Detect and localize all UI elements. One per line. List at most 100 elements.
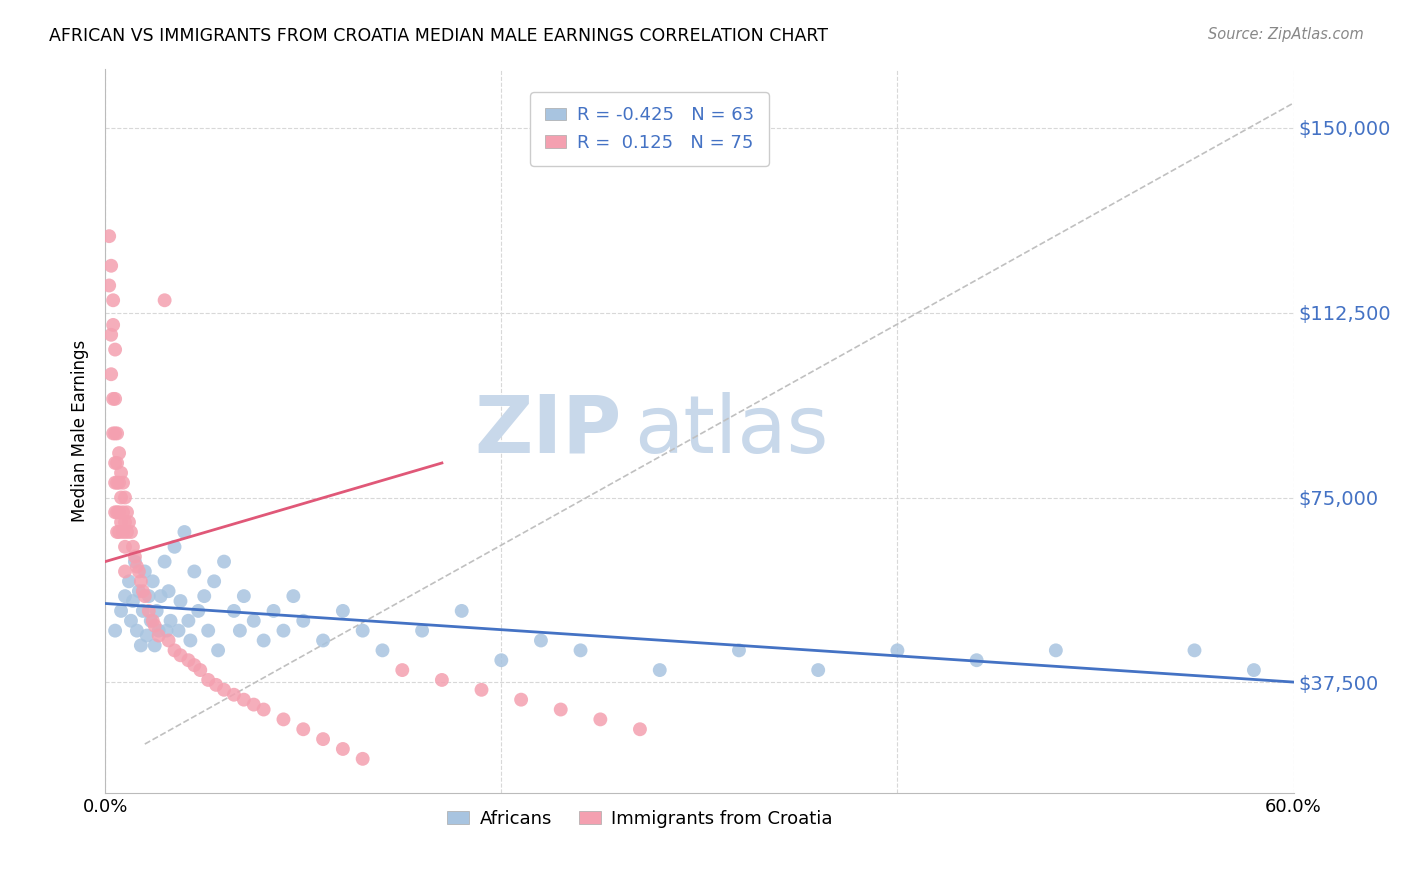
- Point: [120, 614, 142, 628]
- Point: [112, 475, 135, 490]
- Point: [148, 629, 170, 643]
- Point: [110, 604, 132, 618]
- Point: [129, 639, 152, 653]
- Point: [135, 629, 157, 643]
- Point: [1243, 663, 1265, 677]
- Point: [163, 643, 186, 657]
- Point: [105, 426, 128, 441]
- Point: [352, 752, 374, 766]
- Point: [148, 624, 170, 638]
- Point: [222, 604, 245, 618]
- Point: [391, 663, 413, 677]
- Point: [122, 594, 145, 608]
- Point: [104, 426, 127, 441]
- Point: [112, 524, 135, 539]
- Point: [122, 540, 145, 554]
- Point: [153, 555, 176, 569]
- Point: [332, 742, 354, 756]
- Point: [108, 505, 131, 519]
- Point: [157, 584, 180, 599]
- Point: [229, 624, 252, 638]
- Point: [202, 574, 225, 589]
- Point: [966, 653, 988, 667]
- Point: [212, 682, 235, 697]
- Point: [177, 653, 200, 667]
- Point: [128, 565, 150, 579]
- Point: [232, 589, 254, 603]
- Point: [125, 559, 148, 574]
- Point: [101, 318, 124, 332]
- Point: [179, 633, 201, 648]
- Point: [153, 293, 176, 308]
- Point: [118, 515, 141, 529]
- Point: [145, 604, 167, 618]
- Point: [105, 505, 128, 519]
- Point: [100, 259, 122, 273]
- Point: [132, 604, 155, 618]
- Point: [101, 426, 124, 441]
- Point: [142, 574, 165, 589]
- Point: [142, 614, 165, 628]
- Point: [371, 643, 394, 657]
- Point: [138, 589, 160, 603]
- Point: [292, 723, 315, 737]
- Point: [510, 692, 533, 706]
- Point: [138, 604, 160, 618]
- Point: [193, 589, 215, 603]
- Point: [430, 673, 453, 687]
- Point: [470, 682, 492, 697]
- Point: [139, 614, 162, 628]
- Point: [112, 505, 135, 519]
- Point: [143, 618, 166, 632]
- Point: [163, 540, 186, 554]
- Point: [108, 475, 131, 490]
- Point: [411, 624, 433, 638]
- Point: [125, 624, 148, 638]
- Point: [886, 643, 908, 657]
- Point: [100, 368, 122, 382]
- Point: [101, 392, 124, 406]
- Point: [129, 574, 152, 589]
- Point: [728, 643, 751, 657]
- Point: [167, 624, 190, 638]
- Point: [352, 624, 374, 638]
- Point: [114, 589, 136, 603]
- Point: [1184, 643, 1206, 657]
- Point: [134, 565, 156, 579]
- Point: [114, 515, 136, 529]
- Point: [550, 702, 572, 716]
- Point: [132, 584, 155, 599]
- Point: [104, 343, 127, 357]
- Point: [128, 584, 150, 599]
- Point: [105, 524, 128, 539]
- Point: [108, 524, 131, 539]
- Point: [100, 327, 122, 342]
- Point: [104, 456, 127, 470]
- Point: [188, 663, 211, 677]
- Point: [197, 624, 219, 638]
- Y-axis label: Median Male Earnings: Median Male Earnings: [72, 340, 89, 522]
- Point: [120, 524, 142, 539]
- Point: [253, 633, 276, 648]
- Point: [530, 633, 553, 648]
- Point: [273, 712, 295, 726]
- Point: [110, 491, 132, 505]
- Point: [110, 515, 132, 529]
- Point: [187, 604, 209, 618]
- Point: [98, 278, 121, 293]
- Point: [104, 475, 127, 490]
- Point: [1045, 643, 1067, 657]
- Point: [232, 692, 254, 706]
- Point: [105, 475, 128, 490]
- Point: [115, 505, 138, 519]
- Point: [222, 688, 245, 702]
- Point: [110, 466, 132, 480]
- Point: [332, 604, 354, 618]
- Point: [169, 648, 191, 663]
- Text: ZIP: ZIP: [475, 392, 621, 470]
- Point: [115, 524, 138, 539]
- Point: [159, 614, 181, 628]
- Point: [491, 653, 513, 667]
- Point: [149, 589, 172, 603]
- Point: [108, 446, 131, 460]
